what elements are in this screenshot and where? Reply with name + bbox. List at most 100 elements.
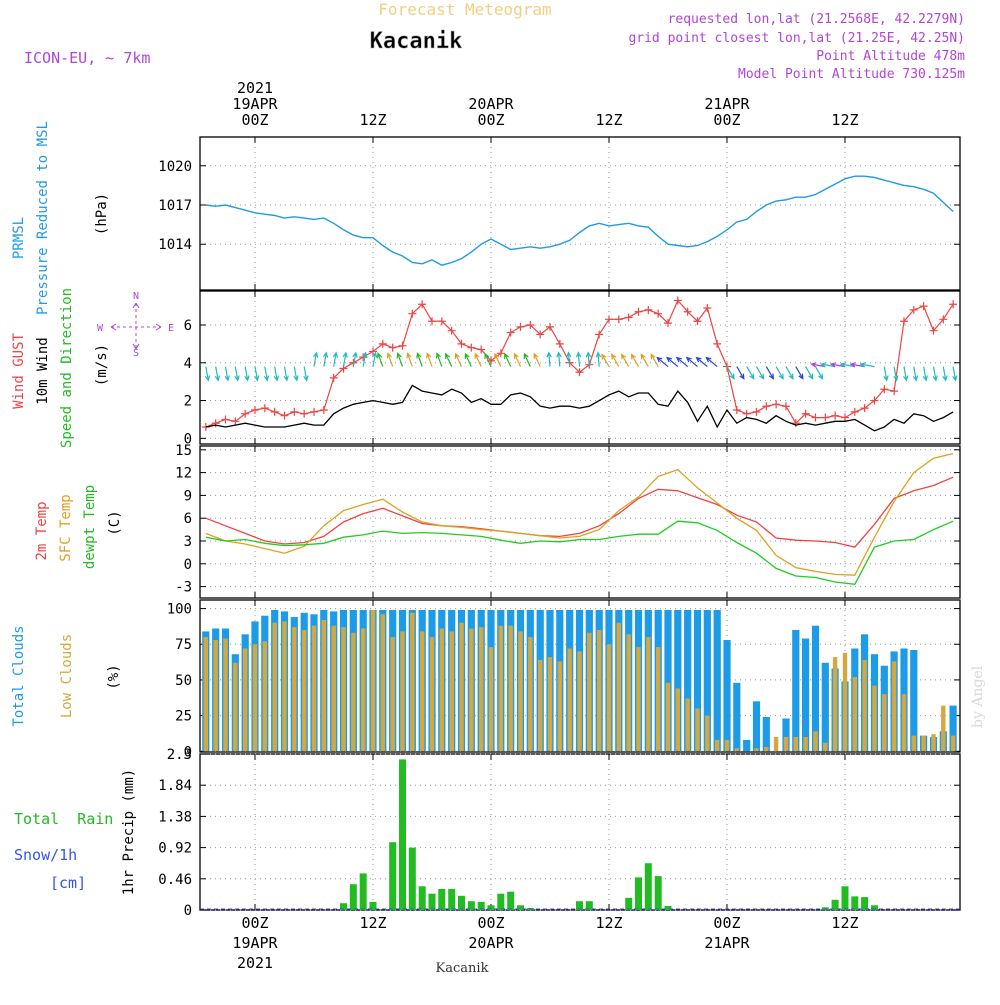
wind-direction-arrow — [630, 353, 640, 367]
wind-direction-arrow — [204, 366, 211, 382]
wind-direction-arrow — [533, 352, 541, 367]
wind-direction-arrow — [332, 351, 339, 367]
wind-direction-arrow — [695, 356, 708, 368]
wind-direction-arrow — [621, 353, 630, 367]
wind-direction-arrow — [504, 352, 512, 367]
y-tick-label: 9 — [184, 488, 192, 504]
low-cloud-bar — [351, 632, 356, 752]
rain-bar — [399, 759, 406, 910]
wind-direction-arrow — [795, 366, 804, 380]
low-cloud-bar — [361, 628, 366, 752]
gust-marker — [791, 419, 800, 428]
bottom-location-label: Kacanik — [436, 961, 489, 976]
y-tick-label: 2.3 — [167, 747, 192, 763]
y-tick-label: 6 — [184, 511, 192, 527]
time-label-bottom: 00Z — [241, 914, 268, 932]
gust-marker — [398, 341, 407, 350]
cloud-unit: (%) — [106, 664, 122, 689]
wind-direction-arrow — [810, 362, 826, 368]
y-tick-label: 0 — [184, 431, 192, 447]
y-tick-label: 1017 — [158, 198, 192, 214]
low-cloud-bar — [685, 698, 690, 752]
gust-marker — [673, 296, 682, 305]
gust-marker — [801, 409, 810, 418]
wind-label-1: Wind GUST — [11, 333, 27, 409]
wind-direction-arrow — [396, 352, 404, 367]
gust-marker — [703, 304, 712, 312]
rain-bar — [851, 896, 859, 910]
gust-marker — [319, 406, 328, 414]
wind-direction-arrow — [726, 366, 735, 380]
time-label-top: 19APR — [232, 95, 278, 113]
wind-direction-arrow — [775, 366, 784, 380]
gust-marker — [545, 322, 554, 331]
gust-marker — [309, 407, 318, 416]
y-tick-label: 0.92 — [158, 841, 192, 857]
low-cloud-bar — [321, 620, 326, 752]
wind-unit: (m/s) — [94, 344, 110, 386]
wind-direction-arrow — [814, 366, 824, 380]
low-cloud-bar — [901, 694, 907, 752]
total-cloud-bar — [733, 682, 741, 752]
pressure-line — [205, 175, 954, 266]
wind-direction-arrow — [474, 352, 482, 367]
gust-marker — [899, 317, 908, 326]
gust-marker — [260, 404, 269, 413]
low-cloud-bar — [852, 677, 857, 752]
low-cloud-bar — [469, 628, 474, 752]
temp-unit: (C) — [107, 510, 123, 535]
wind-direction-arrow — [435, 352, 443, 367]
wind-direction-arrow — [273, 366, 280, 382]
low-cloud-bar — [587, 632, 592, 752]
rain-bar — [497, 893, 505, 910]
low-cloud-bar — [665, 682, 671, 752]
total-cloud-bar — [684, 610, 692, 752]
gust-marker — [447, 326, 456, 335]
rain-bar — [871, 905, 878, 910]
gust-marker — [280, 411, 289, 420]
low-cloud-bar — [705, 715, 710, 752]
model-label: ICON-EU, ~ 7km — [24, 49, 150, 67]
svg-text:W: W — [97, 323, 104, 334]
gust-marker — [811, 413, 820, 422]
wind-direction-arrow — [849, 362, 865, 368]
time-label-top: 00Z — [477, 111, 504, 129]
time-label-bottom: 2021 — [237, 954, 273, 972]
wind-direction-arrow — [342, 351, 348, 367]
wind-direction-arrow — [736, 366, 745, 380]
dewpoint-line — [205, 520, 954, 585]
wind-direction-arrow — [234, 366, 240, 382]
low-cloud-bar — [498, 625, 503, 752]
location-title: Kacanik — [370, 29, 463, 54]
low-cloud-bar — [842, 652, 848, 752]
low-cloud-bar — [636, 647, 641, 752]
wind-direction-arrow — [893, 366, 899, 382]
low-cloud-bar — [557, 661, 562, 752]
temp-label-2: SFC Temp — [58, 494, 74, 561]
gust-marker — [457, 339, 466, 348]
gust-marker — [368, 347, 377, 356]
info-line-3: Point Altitude 478m — [816, 49, 965, 64]
y-tick-label: 75 — [175, 637, 192, 653]
y-tick-label: 6 — [184, 318, 192, 334]
low-cloud-bar — [783, 737, 789, 752]
wind-direction-arrow — [666, 356, 679, 368]
wind-direction-arrow — [556, 351, 562, 367]
y-tick-label: 1.38 — [158, 809, 192, 825]
gust-marker — [418, 300, 427, 309]
low-cloud-bar — [439, 628, 444, 752]
gust-marker — [713, 339, 722, 348]
low-cloud-bar — [292, 627, 297, 752]
y-tick-label: 1014 — [158, 237, 192, 253]
rain-bar — [408, 847, 416, 910]
wind-direction-arrow — [426, 352, 433, 367]
gust-marker — [536, 330, 545, 339]
wind-direction-arrow — [765, 366, 774, 380]
low-cloud-bar — [400, 631, 405, 752]
rain-bar — [654, 876, 662, 910]
gust-marker — [742, 409, 751, 418]
y-tick-label: 12 — [175, 466, 192, 482]
gust-marker — [496, 349, 505, 358]
gust-marker — [772, 400, 781, 409]
rain-bar — [576, 901, 583, 910]
